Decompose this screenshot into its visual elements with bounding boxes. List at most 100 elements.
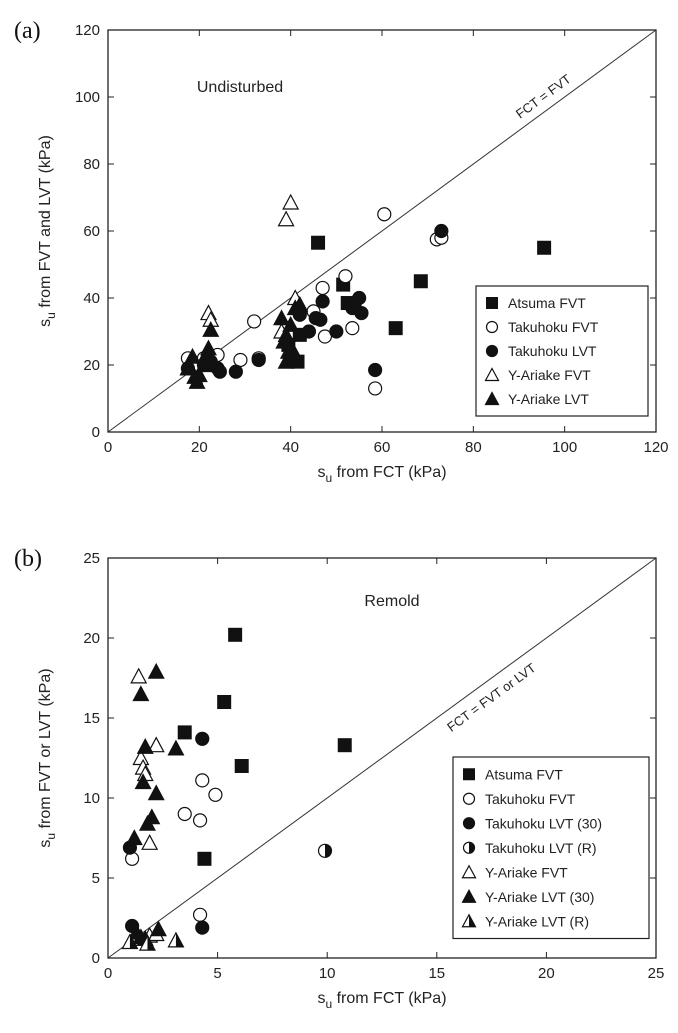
data-point-fill [147, 936, 155, 951]
equality-line [107, 557, 657, 959]
x-tick-label: 0 [104, 965, 112, 982]
data-point [313, 312, 328, 327]
y-axis-title: su from FVT and LVT (kPa) [37, 135, 58, 327]
legend-marker [461, 864, 477, 879]
y-axis-title-sub: u [44, 833, 58, 840]
data-point [291, 297, 309, 314]
x-axis-title-rest: from FCT (kPa) [332, 990, 446, 1007]
legend-marker [461, 913, 477, 928]
equality-line-label: FCT = FVT [513, 71, 574, 121]
data-point [368, 381, 383, 396]
legend-label: Y-Ariake LVT (30) [485, 889, 594, 905]
y-axis-title-main: s [37, 319, 54, 327]
data-point [177, 806, 192, 822]
x-axis-title-main: s [317, 464, 325, 481]
series-takuhoku-fvt [125, 773, 223, 922]
y-tick-label: 5 [92, 870, 100, 887]
data-point [273, 309, 291, 326]
data-point [338, 269, 353, 284]
data-point [286, 346, 304, 363]
data-point [143, 808, 161, 825]
x-tick-label: 40 [282, 439, 299, 456]
data-point [121, 933, 139, 950]
legend-marker [462, 792, 476, 805]
data-point [228, 364, 243, 379]
x-tick-label: 0 [104, 439, 112, 456]
legend-label: Y-Ariake FVT [508, 367, 591, 383]
legend-marker [463, 768, 475, 781]
legend-marker [485, 320, 499, 334]
x-tick-label: 10 [319, 965, 336, 982]
data-point [337, 738, 352, 753]
legend-label: Y-Ariake LVT (R) [485, 913, 589, 929]
data-point [388, 321, 403, 336]
data-point [208, 787, 223, 802]
data-point [413, 274, 428, 289]
legend-marker [484, 391, 500, 406]
legend-label: Atsuma FVT [485, 766, 563, 782]
legend-label: Y-Ariake LVT [508, 391, 589, 407]
data-point [132, 685, 150, 702]
x-tick-label: 100 [552, 439, 577, 456]
data-point-fill [175, 932, 184, 947]
data-point [234, 759, 249, 773]
x-tick-label: 20 [191, 439, 208, 456]
plot-frame [107, 557, 657, 959]
y-tick-label: 10 [83, 790, 100, 807]
data-point [177, 725, 192, 740]
data-point [202, 321, 220, 337]
x-tick-label: 120 [643, 439, 668, 456]
data-point-fill [325, 844, 332, 858]
series-y-ariake-lvt-r [121, 931, 185, 951]
x-axis-title: su from FCT (kPa) [317, 990, 446, 1011]
y-tick-label: 40 [83, 290, 100, 307]
data-point [195, 731, 210, 746]
panel-label: (a) [14, 18, 41, 44]
data-point [317, 843, 333, 858]
legend-label: Takuhoku LVT [508, 343, 597, 359]
data-point [195, 920, 210, 935]
legend-marker [462, 817, 476, 830]
data-point [149, 920, 167, 937]
y-tick-label: 0 [92, 424, 100, 441]
data-point [251, 352, 266, 368]
legend-marker [461, 888, 477, 903]
legend-marker-fill [469, 842, 475, 854]
data-point [311, 235, 326, 250]
legend-label: Atsuma FVT [508, 295, 586, 311]
legend-label: Takuhoku FVT [508, 319, 599, 335]
y-tick-label: 120 [75, 22, 100, 39]
y-tick-label: 0 [92, 950, 100, 967]
data-point [368, 362, 383, 378]
y-tick-label: 15 [83, 710, 100, 727]
data-point [352, 290, 367, 306]
data-point [195, 773, 210, 788]
legend-marker [486, 297, 498, 309]
data-point [179, 359, 197, 376]
data-point [315, 294, 330, 309]
data-point [228, 627, 243, 642]
y-axis-title: su from FVT or LVT (kPa) [37, 668, 58, 847]
x-axis-title-sub: u [325, 471, 332, 485]
legend-marker [462, 841, 476, 854]
legend-label: Takuhoku LVT (30) [485, 815, 602, 831]
data-point [147, 736, 165, 753]
chart-panel-1: (b) FCT = FVT or LVT Remold 0 5 10 15 20 25 0 5 10 1… [14, 546, 664, 1011]
data-point [183, 347, 201, 364]
legend-marker [485, 344, 499, 358]
data-point [282, 193, 300, 210]
series-y-ariake-fvt [125, 667, 165, 946]
series-y-ariake-lvt [179, 297, 309, 389]
data-point [190, 366, 208, 383]
panel-annotation: Remold [364, 593, 419, 610]
data-point [138, 934, 156, 951]
data-point [134, 773, 152, 790]
data-point [345, 321, 360, 336]
data-point [277, 326, 295, 342]
x-tick-label: 25 [648, 965, 665, 982]
data-point [199, 352, 217, 369]
data-point [167, 931, 185, 948]
y-axis-title-rest: from FVT or LVT (kPa) [37, 668, 54, 832]
data-point [125, 829, 143, 846]
